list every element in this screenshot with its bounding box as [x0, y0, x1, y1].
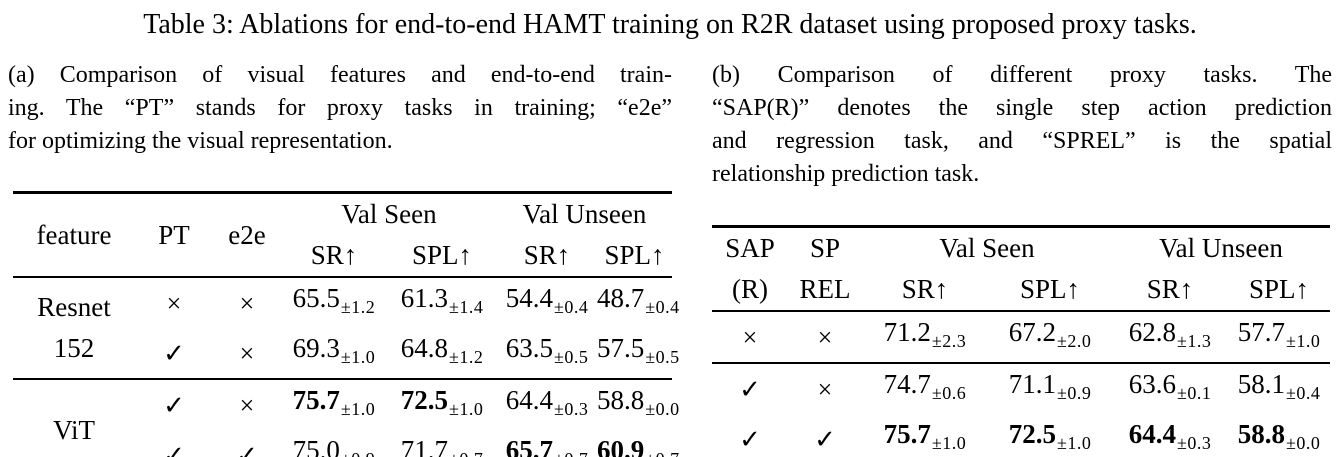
metric-cell: 65.7±0.7: [505, 435, 588, 457]
sprel-flag: ×: [817, 322, 833, 352]
pt-flag: ✓: [163, 338, 185, 368]
metric-cell: 65.5±1.2: [292, 283, 376, 317]
group-header-val-unseen: Val Unseen: [522, 199, 647, 229]
header-row: SR↑ SPL↑ SR↑ SPL↑: [712, 269, 1330, 311]
metric-cell: 67.2±2.0: [1008, 317, 1092, 351]
sap-flag: ×: [742, 322, 758, 352]
e2e-flag: ✓: [236, 440, 258, 457]
header-row: SAP (R) SP REL Val Seen Val Unseen: [712, 227, 1330, 304]
col-header-sr-seen: SR↑: [901, 274, 949, 304]
col-header-feature: feature: [36, 219, 112, 250]
col-header-pt: PT: [158, 219, 190, 250]
table-row: ✓ ✓ 75.7±1.0 72.5±1.0 64.4±0.3 58.8±0.0: [712, 414, 1330, 457]
col-header-spl-seen: SPL↑: [1019, 274, 1081, 304]
e2e-flag: ×: [239, 288, 255, 318]
col-header-spl-unseen: SPL↑: [1249, 274, 1310, 304]
table-row: ✓ ✓ 75.0±0.9 71.7±0.7 65.7±0.7 60.9±0.7: [13, 430, 679, 457]
metric-cell: 64.4±0.3: [1128, 419, 1212, 453]
col-header-spl-unseen: SPL↑: [604, 240, 665, 270]
sprel-flag: ×: [817, 374, 833, 404]
subtable-a-caption: (a) Comparison of visual features and en…: [8, 62, 672, 154]
subtable-b-header: SAP (R) SP REL Val Seen Val Unseen SR↑ SPL…: [712, 227, 1331, 311]
metric-cell: 71.1±0.9: [1008, 369, 1092, 403]
e2e-flag: ×: [239, 338, 255, 368]
table-row: Resnet 152 × × 65.5±1.2 61.3±1.4 54.4±0.4…: [13, 277, 680, 363]
subtable-b-group-proxy: ✓ × 74.7±0.6 71.1±0.9 63.6±0.1 58.1±0.4 …: [712, 363, 1330, 457]
metric-cell: 74.7±0.6: [883, 369, 967, 403]
metric-cell: 63.5±0.5: [505, 333, 589, 367]
subtable-a-group-vit: ViT ✓ × 75.7±1.0 72.5±1.0 64.4±0.3 58.8±…: [13, 379, 680, 457]
table-row: × × 71.2±2.3 67.2±2.0 62.8±1.3 57.7±1.0: [712, 311, 1330, 363]
metric-cell: 60.9±0.7: [597, 435, 679, 457]
table-title: Table 3: Ablations for end-to-end HAMT t…: [143, 9, 1197, 40]
feature-cell: Resnet 152: [37, 292, 111, 363]
col-header-sr-unseen: SR↑: [523, 240, 571, 270]
table-row: ViT ✓ × 75.7±1.0 72.5±1.0 64.4±0.3 58.8±…: [13, 379, 680, 445]
subtable-b-group-baseline: × × 71.2±2.3 67.2±2.0 62.8±1.3 57.7±1.0: [712, 311, 1331, 363]
pt-flag: ✓: [163, 390, 185, 420]
metric-cell: 62.8±1.3: [1128, 317, 1212, 351]
subtable-a-group-resnet: Resnet 152 × × 65.5±1.2 61.3±1.4 54.4±0.4…: [13, 277, 680, 379]
metric-cell: 69.3±1.0: [292, 333, 376, 367]
metric-cell: 75.7±1.0: [292, 385, 376, 419]
subtable-b-caption: (b) Comparison of different proxy tasks.…: [712, 62, 1332, 187]
group-header-val-unseen: Val Unseen: [1159, 233, 1283, 263]
metric-cell: 58.8±0.0: [1237, 419, 1321, 453]
metric-cell: 72.5±1.0: [400, 385, 484, 419]
table-row: ✓ × 69.3±1.0 64.8±1.2 63.5±0.5 57.5±0.5: [13, 328, 680, 379]
sap-flag: ✓: [739, 374, 761, 404]
col-header-sprel: SP REL: [799, 233, 851, 304]
metric-cell: 54.4±0.4: [505, 283, 589, 317]
metric-cell: 48.7±0.4: [597, 283, 680, 317]
metric-cell: 58.8±0.0: [597, 385, 680, 419]
header-row: feature PT e2e Val Seen Val Unseen: [13, 193, 672, 250]
metric-cell: 57.7±1.0: [1237, 317, 1321, 351]
metric-cell: 64.8±1.2: [400, 333, 484, 367]
col-header-e2e: e2e: [228, 219, 266, 250]
pt-flag: ×: [166, 288, 182, 318]
subtable-b-table: SAP (R) SP REL Val Seen Val Unseen SR↑ SPL…: [712, 225, 1331, 457]
feature-cell: ViT: [53, 414, 95, 445]
group-header-val-seen: Val Seen: [939, 233, 1035, 263]
metric-cell: 61.3±1.4: [400, 283, 484, 317]
header-row: SR↑ SPL↑ SR↑ SPL↑: [13, 235, 672, 277]
pt-flag: ✓: [163, 440, 185, 457]
metric-cell: 75.0±0.9: [292, 435, 375, 457]
metric-cell: 64.4±0.3: [505, 385, 589, 419]
sprel-flag: ✓: [814, 424, 836, 454]
subtable-a-table: feature PT e2e Val Seen Val Unseen SR↑ S…: [13, 191, 680, 457]
col-header-sr-seen: SR↑: [310, 240, 358, 270]
subtable-a-header: feature PT e2e Val Seen Val Unseen SR↑ S…: [13, 193, 673, 277]
group-header-val-seen: Val Seen: [341, 199, 437, 229]
metric-cell: 57.5±0.5: [597, 333, 680, 367]
col-header-spl-seen: SPL↑: [411, 240, 473, 270]
col-header-sr-unseen: SR↑: [1146, 274, 1194, 304]
metric-cell: 75.7±1.0: [883, 419, 967, 453]
table-row: ✓ × 74.7±0.6 71.1±0.9 63.6±0.1 58.1±0.4: [712, 363, 1330, 414]
metric-cell: 71.2±2.3: [883, 317, 967, 351]
metric-cell: 63.6±0.1: [1128, 369, 1212, 403]
metric-cell: 72.5±1.0: [1008, 419, 1092, 453]
e2e-flag: ×: [239, 390, 255, 420]
sap-flag: ✓: [739, 424, 761, 454]
metric-cell: 58.1±0.4: [1237, 369, 1321, 403]
col-header-sap-r: SAP (R): [725, 233, 775, 304]
metric-cell: 71.7±0.7: [400, 435, 483, 457]
